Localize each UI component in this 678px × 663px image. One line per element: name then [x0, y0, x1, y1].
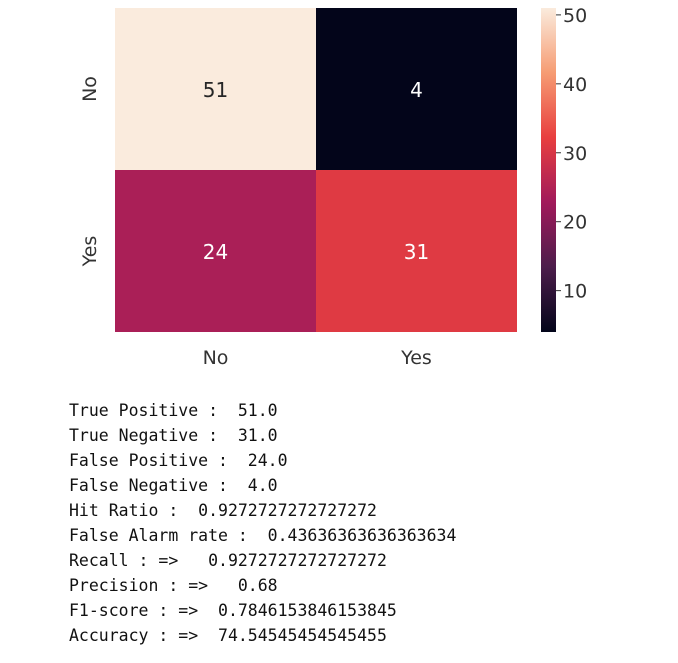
heatmap-cell-labels: 51 4 24 31 — [203, 78, 429, 264]
metric-line: Accuracy : => 74.54545454545455 — [69, 626, 387, 645]
metric-line: Hit Ratio : 0.9272727272727272 — [69, 501, 377, 520]
heatmap-cells — [115, 8, 517, 332]
metric-line: False Negative : 4.0 — [69, 476, 278, 495]
x-tick-label: Yes — [400, 347, 432, 369]
metric-line: True Negative : 31.0 — [69, 426, 278, 445]
metric-line: True Positive : 51.0 — [69, 401, 278, 420]
metric-line: False Positive : 24.0 — [69, 451, 288, 470]
cell-value-label: 31 — [404, 240, 429, 264]
colorbar-tick-label: 10 — [563, 281, 587, 303]
y-tick-label: Yes — [79, 236, 101, 268]
metric-line: Recall : => 0.9272727272727272 — [69, 551, 387, 570]
cell-value-label: 4 — [410, 78, 423, 102]
x-axis-tick-labels: No Yes — [203, 347, 432, 369]
cell-value-label: 24 — [203, 240, 228, 264]
x-tick-label: No — [203, 347, 229, 369]
colorbar — [541, 8, 556, 332]
colorbar-tick-label: 50 — [563, 5, 587, 27]
heatmap-cell — [115, 8, 316, 170]
y-axis-tick-labels: No Yes — [79, 76, 101, 267]
heatmap-cell — [316, 8, 517, 170]
colorbar-tick-label: 40 — [563, 74, 587, 96]
colorbar-tick-label: 20 — [563, 212, 587, 234]
colorbar-tick-label: 30 — [563, 143, 587, 165]
cell-value-label: 51 — [203, 78, 228, 102]
metrics-output: True Positive : 51.0 True Negative : 31.0… — [69, 398, 456, 648]
confusion-matrix-figure: 51 4 24 31 No Yes No Yes 10 20 30 40 50 — [79, 5, 587, 369]
metric-line: False Alarm rate : 0.43636363636363634 — [69, 526, 457, 545]
metric-line: Precision : => 0.68 — [69, 576, 278, 595]
colorbar-ticks: 10 20 30 40 50 — [556, 5, 587, 303]
metric-line: F1-score : => 0.7846153846153845 — [69, 601, 397, 620]
y-tick-label: No — [79, 76, 101, 102]
heatmap-cell — [316, 170, 517, 332]
heatmap-cell — [115, 170, 316, 332]
